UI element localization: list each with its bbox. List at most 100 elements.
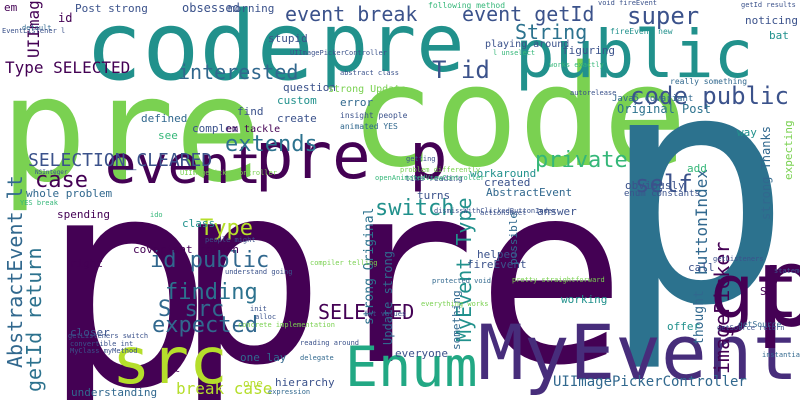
word-fireevent: fireEvent bbox=[467, 258, 527, 271]
word-instantiation: convertible int bbox=[70, 340, 134, 348]
word-statement: ido bbox=[150, 211, 163, 219]
word-delegate: instantiation bbox=[762, 351, 800, 359]
word-morning: morning bbox=[228, 2, 275, 15]
word-created: created bbox=[484, 176, 531, 189]
word-eventlistener-l: time reading bbox=[405, 174, 463, 183]
word-pre-p: pre p bbox=[255, 120, 448, 194]
word-everything-works: protected void bbox=[432, 277, 492, 285]
word-extends: extends bbox=[225, 132, 318, 157]
word-problem-differently: pretty straightforward bbox=[512, 276, 605, 284]
word-find: find bbox=[237, 105, 264, 118]
word-right: right bbox=[70, 257, 104, 270]
word-expecting: expecting bbox=[782, 120, 795, 180]
word-myclass-mymethod: getListeners switch bbox=[68, 332, 149, 340]
word-thought: thought bbox=[692, 290, 707, 345]
word-autorelease: getting bbox=[406, 155, 436, 163]
word-id: id bbox=[58, 11, 73, 25]
word-understanding: understanding bbox=[71, 386, 158, 399]
word-string: String bbox=[515, 20, 588, 44]
word-p-right: p bbox=[755, 223, 800, 351]
word-closer: closer bbox=[70, 326, 110, 339]
word-covariant-return: covariant return bbox=[133, 243, 239, 256]
word-animated-yes: animated YES bbox=[340, 122, 398, 131]
word-src: src bbox=[112, 325, 228, 399]
word-works-exactly: following method bbox=[428, 1, 506, 10]
word-hierarchy: hierarchy bbox=[275, 376, 335, 389]
word-s-src: S src bbox=[158, 297, 225, 322]
word-error: error bbox=[340, 96, 374, 109]
word-update-strong: Update strong bbox=[381, 251, 395, 345]
word-strong-update: strong Update bbox=[328, 84, 407, 95]
word-strong-thanks: strong Thanks bbox=[759, 126, 773, 220]
word-question: question bbox=[283, 81, 336, 94]
word-pre-green: pre bbox=[0, 46, 262, 215]
word-java5-covariant: Java5 covariant bbox=[612, 94, 694, 104]
word-p-blue: p bbox=[600, 4, 793, 376]
word-gt: gt bbox=[710, 249, 800, 335]
word-reading-around: MyClass myMethod bbox=[70, 347, 138, 355]
word-uiimagepickercontroller: UIImagePickerController bbox=[553, 374, 747, 390]
word-getsource-return: YES break bbox=[20, 199, 58, 207]
word-insight-people: insight people bbox=[340, 111, 408, 120]
word-id-public: id public bbox=[150, 248, 270, 273]
word-spending: spending bbox=[57, 208, 110, 221]
word-code: code bbox=[350, 36, 688, 199]
word-em: S bbox=[760, 285, 767, 298]
word-selection-cleared: SELECTION_CLEARED bbox=[28, 150, 213, 171]
word-people-might: actionSheet bbox=[480, 209, 527, 217]
word-following-method: l unselect bbox=[493, 49, 536, 57]
word-expression: delegate bbox=[300, 354, 334, 362]
word-one: one bbox=[243, 377, 263, 390]
word-p-giant: p bbox=[40, 116, 215, 400]
word-getid-return: getId return bbox=[22, 247, 46, 393]
word-stupid: stupid bbox=[268, 32, 308, 45]
word-int-values: reading around bbox=[300, 339, 360, 347]
word-really-something: really something bbox=[670, 77, 748, 86]
word-add: add bbox=[687, 162, 707, 175]
word-void-fireevent: fireEvent new bbox=[610, 27, 673, 36]
word-pre-giant: pre bbox=[175, 129, 627, 400]
word-figuring: figuring bbox=[562, 44, 615, 57]
word-type-selected: Type SELECTED bbox=[5, 58, 131, 77]
word-pre-teal: pre bbox=[320, 0, 465, 90]
word-selected: SELECTED bbox=[318, 300, 415, 324]
word-super: super bbox=[627, 2, 700, 30]
word-protected-void: autorelease bbox=[570, 89, 617, 97]
word-obviously: obviously bbox=[625, 179, 685, 192]
word-default: EventListener l bbox=[2, 27, 66, 35]
word-myevent: MyEvent bbox=[478, 308, 799, 397]
word-uiimagepickercontroller-small: abstract class bbox=[340, 69, 400, 77]
word-playing-around: playing around bbox=[485, 39, 570, 50]
word-understand-going: people might bbox=[205, 236, 256, 244]
word-uiimagepickercontrollersourcetypecamera: void fireEvent bbox=[598, 0, 658, 7]
word-fireevent-new: getId results bbox=[741, 1, 796, 9]
word-em-tackle: em tackle bbox=[226, 124, 281, 135]
word-buttonindex: buttonIndex bbox=[692, 169, 711, 275]
word-uiimagepickercontroller-green: NSInteger bbox=[35, 169, 68, 176]
word-interested: interested bbox=[178, 60, 299, 84]
word-enum: Enum bbox=[345, 335, 478, 399]
word-bat: bat bbox=[769, 29, 789, 42]
word-workaround: workaround bbox=[470, 167, 537, 180]
word-obsessed: obsessed bbox=[182, 1, 240, 15]
word-event: event bbox=[105, 136, 262, 196]
word-custom: custom bbox=[277, 94, 317, 107]
word-l-unselect: UIImagePickerController bbox=[290, 49, 387, 57]
word-actionsheet: dismissWithClickedButtonIndex bbox=[434, 207, 557, 215]
word-event-break: event break bbox=[285, 2, 418, 26]
word-finding: finding bbox=[165, 280, 258, 305]
word-call: call bbox=[688, 261, 715, 274]
word-private: private bbox=[535, 148, 628, 173]
word-openanimatedviewcontroller: UIImagePickerController bbox=[180, 169, 277, 177]
word-way: way bbox=[737, 126, 757, 139]
word-type: Type bbox=[200, 216, 253, 241]
word-helped: helped bbox=[477, 248, 517, 261]
word-self: self bbox=[635, 170, 693, 198]
word-init: everything works bbox=[421, 300, 489, 308]
word-case: case bbox=[35, 168, 88, 193]
word-pretty-straightforward: concrete implementation bbox=[238, 321, 335, 329]
word-one-lay: one lay bbox=[240, 351, 287, 364]
word-turns: turns bbox=[417, 189, 451, 202]
word-original-post: Original Post bbox=[617, 102, 711, 116]
